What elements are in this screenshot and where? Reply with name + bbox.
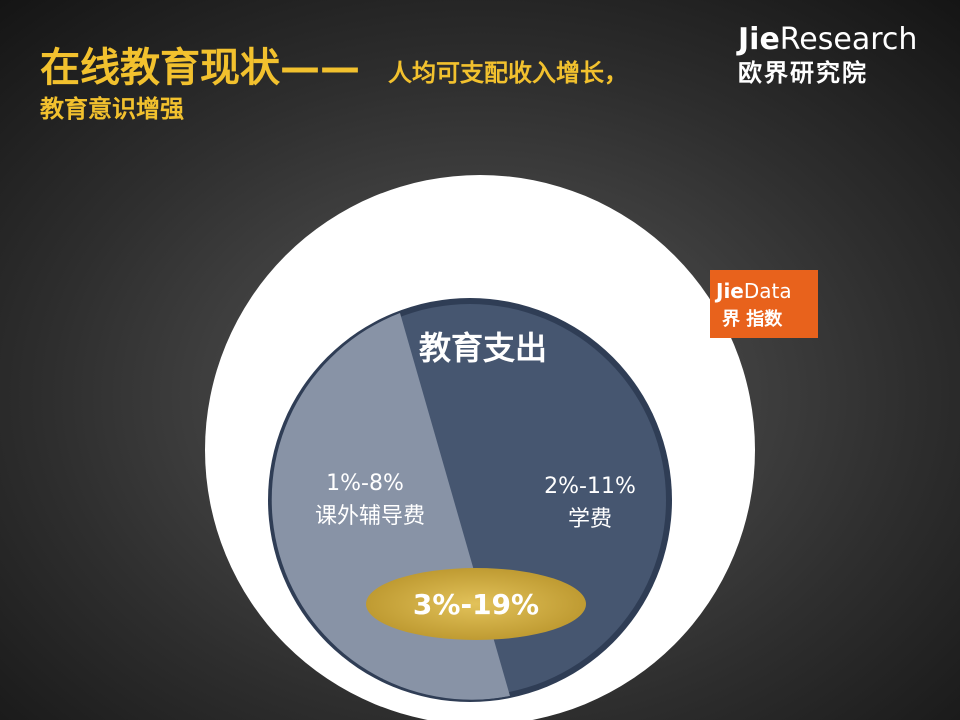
badge-brand: JieData — [714, 279, 792, 303]
badge-cn: 界 指数 — [722, 308, 783, 330]
diagram-title: 教育支出 — [419, 329, 547, 367]
title-sub: 人均可支配收入增长， — [388, 59, 628, 87]
segment-range: 2%-11% — [544, 474, 636, 499]
title-line2: 教育意识增强 — [40, 95, 184, 123]
segment-range: 1%-8% — [326, 471, 404, 496]
logo-prefix: Jie — [736, 22, 780, 57]
segment-label: 学费 — [568, 507, 612, 532]
logo-brand: JieResearch — [736, 22, 917, 57]
badge-prefix: Jie — [714, 279, 744, 303]
total-label: 3%-19% — [413, 588, 539, 621]
segment-label: 课外辅导费 — [315, 504, 425, 529]
logo-suffix: Research — [780, 22, 918, 57]
title-main: 在线教育现状—— — [40, 45, 360, 91]
total-ellipse — [366, 568, 586, 640]
badge-suffix: Data — [744, 279, 792, 303]
logo-cn: 欧界研究院 — [738, 59, 868, 87]
badge-box — [710, 270, 818, 338]
